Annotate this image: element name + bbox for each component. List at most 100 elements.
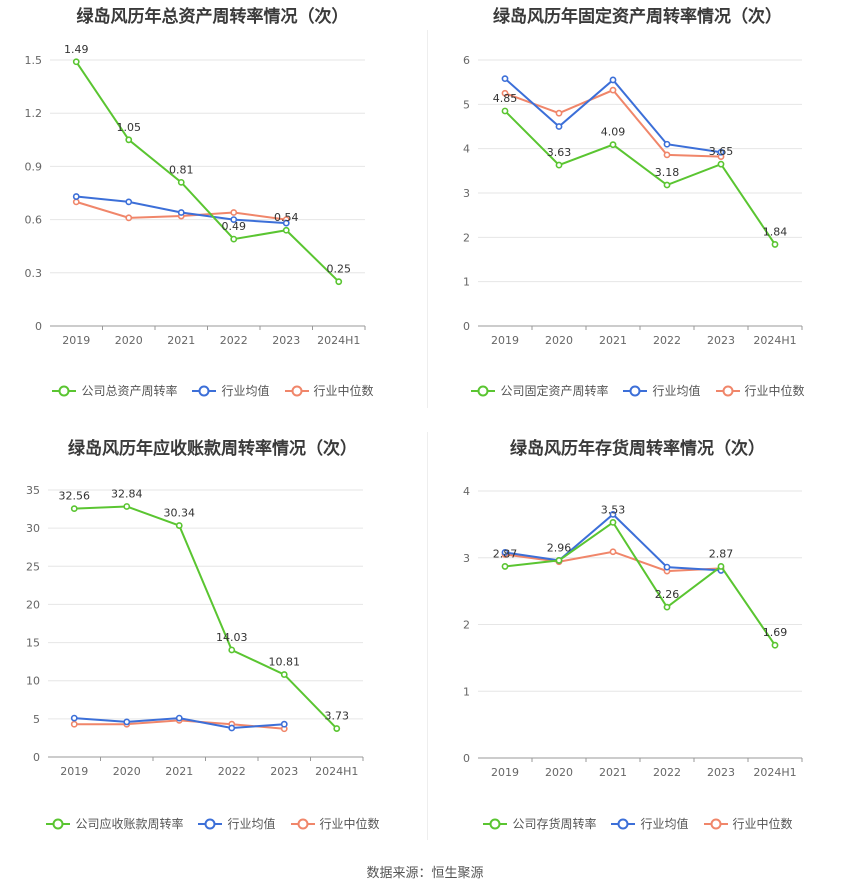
x-tick-label: 2021 <box>599 334 627 347</box>
y-tick-label: 1.5 <box>25 54 43 67</box>
legend-item[interactable]: 行业均值 <box>610 815 689 832</box>
series-line-0 <box>75 61 340 283</box>
data-point <box>501 89 509 97</box>
data-point <box>609 510 617 518</box>
data-label: 10.81 <box>269 656 301 669</box>
x-tick-label: 2023 <box>270 765 298 778</box>
y-tick-label: 15 <box>26 637 40 650</box>
data-point <box>123 718 131 726</box>
x-tick-label: 2019 <box>62 334 90 347</box>
y-tick-label: 1.2 <box>25 107 43 120</box>
data-point <box>663 181 671 189</box>
chart-legend: 公司存货周转率 行业均值 行业中位数 <box>425 815 850 832</box>
data-point <box>609 548 617 556</box>
data-point <box>70 505 78 513</box>
chart-panel-receivables: 绿岛风历年应收账款周转率情况（次） 0 5 10 15 20 25 30 35 2019 2020… <box>0 432 425 862</box>
series-line-0 <box>74 505 338 730</box>
data-source: 数据来源：恒生聚源 <box>366 866 484 881</box>
legend-marker-icon <box>52 385 77 396</box>
data-point <box>280 671 288 678</box>
x-tick-label: 2024H1 <box>315 765 358 778</box>
chart-legend: 公司固定资产周转率 行业均值 行业中位数 <box>425 382 850 399</box>
legend-label: 行业均值 <box>227 817 276 831</box>
x-tick-label: 2023 <box>272 334 300 347</box>
legend-marker-icon <box>623 385 648 396</box>
data-point <box>125 136 133 144</box>
data-point <box>72 198 80 206</box>
x-tick-label: 2019 <box>491 334 519 347</box>
legend-item[interactable]: 行业中位数 <box>284 382 374 399</box>
data-point <box>501 75 509 83</box>
data-label: 3.18 <box>655 166 680 179</box>
data-point <box>125 198 133 206</box>
data-point <box>555 109 563 117</box>
data-point <box>280 720 288 728</box>
data-point <box>175 714 183 722</box>
x-tick-label: 2020 <box>115 334 143 347</box>
y-tick-label: 2 <box>463 619 470 632</box>
data-point <box>501 107 509 115</box>
y-tick-label: 0.3 <box>25 267 43 280</box>
data-label: 1.05 <box>117 121 142 134</box>
y-tick-label: 2 <box>463 231 470 244</box>
x-tick-label: 2022 <box>220 334 248 347</box>
data-point <box>230 235 238 243</box>
data-point <box>609 86 617 94</box>
legend-label: 公司固定资产周转率 <box>500 384 609 398</box>
x-tick-label: 2023 <box>707 766 735 779</box>
data-label: 0.49 <box>222 220 247 233</box>
data-label: 0.54 <box>274 211 299 224</box>
data-point <box>333 725 341 732</box>
data-label: 4.09 <box>601 126 626 139</box>
x-tick-label: 2024H1 <box>317 334 360 347</box>
y-tick-label: 0 <box>35 320 42 333</box>
legend-item[interactable]: 公司存货周转率 <box>482 815 596 832</box>
y-tick-label: 0 <box>33 751 40 764</box>
data-label: 32.56 <box>59 490 91 503</box>
data-label: 2.26 <box>655 588 680 601</box>
legend-label: 行业中位数 <box>319 817 380 831</box>
data-label: 3.65 <box>709 145 734 158</box>
data-point <box>717 148 725 156</box>
chart-svg: 0 5 10 15 20 25 30 35 2019 2020 2021 2022 2023 2024H1… <box>26 484 364 778</box>
data-point <box>717 160 725 168</box>
panel-divider <box>427 30 428 408</box>
data-point <box>335 278 343 286</box>
chart-title: 绿岛风历年固定资产周转率情况（次） <box>493 7 782 27</box>
legend-item[interactable]: 行业中位数 <box>290 815 380 832</box>
legend-item[interactable]: 行业均值 <box>191 382 270 399</box>
data-label: 32.84 <box>111 487 143 500</box>
legend-item[interactable]: 公司固定资产周转率 <box>470 382 608 399</box>
legend-marker-icon <box>46 818 71 829</box>
chart-svg: 0 0.3 0.6 0.9 1.2 1.5 2019 2020 2021 2022 2023 2024… <box>25 43 366 347</box>
legend-marker-icon <box>715 385 740 396</box>
data-label: 0.81 <box>169 163 194 176</box>
legend-label: 行业中位数 <box>732 817 793 831</box>
data-point <box>282 219 290 227</box>
legend-marker-icon <box>471 385 496 396</box>
data-point <box>609 518 617 526</box>
data-point <box>228 724 236 732</box>
data-point <box>501 563 509 570</box>
data-point <box>663 603 671 611</box>
legend-item[interactable]: 行业中位数 <box>703 815 793 832</box>
legend-item[interactable]: 公司应收账款周转率 <box>45 815 183 832</box>
legend-label: 公司存货周转率 <box>512 817 597 831</box>
legend-marker-icon <box>611 818 636 829</box>
y-tick-label: 1 <box>463 276 470 289</box>
data-point <box>609 76 617 84</box>
legend-item[interactable]: 行业均值 <box>622 382 701 399</box>
legend-item[interactable]: 行业均值 <box>197 815 276 832</box>
x-tick-label: 2021 <box>167 334 195 347</box>
data-point <box>175 522 183 529</box>
data-label: 3.63 <box>547 146 572 159</box>
x-tick-label: 2024H1 <box>753 334 796 347</box>
series-line-0 <box>504 520 776 646</box>
chart-svg: 0 1 2 3 4 2019 2020 2021 2022 2023 2024H1 2.87 2.96 3… <box>463 485 803 779</box>
y-tick-label: 25 <box>26 560 40 573</box>
y-tick-label: 0 <box>463 320 470 333</box>
data-point <box>609 141 617 149</box>
legend-item[interactable]: 行业中位数 <box>715 382 805 399</box>
x-tick-label: 2022 <box>653 334 681 347</box>
legend-item[interactable]: 公司总资产周转率 <box>51 382 177 399</box>
